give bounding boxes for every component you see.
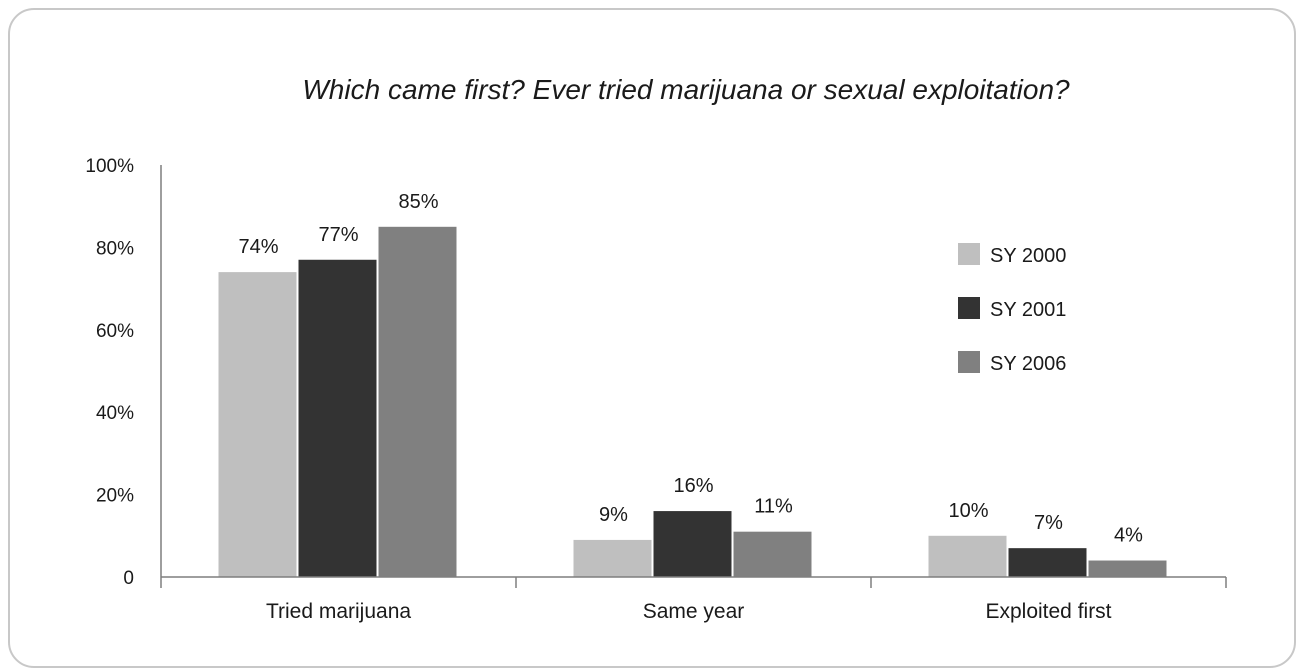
chart-title: Which came first? Ever tried marijuana o… [302, 74, 1070, 105]
y-axis-ticks: 0 20% 40% 60% 80% 100% [85, 156, 134, 589]
bar-chart: Which came first? Ever tried marijuana o… [85, 74, 1227, 623]
bar-sy-2000-same-year [573, 539, 652, 577]
y-tick-label: 40% [96, 403, 134, 424]
bar-sy-2001-tried-marijuana [298, 259, 377, 577]
bar-sy-2006-same-year [733, 531, 812, 577]
category-label: Same year [643, 600, 745, 623]
legend-label: SY 2001 [990, 299, 1066, 321]
bar-sy-2000-tried-marijuana [218, 272, 297, 577]
data-label: 10% [948, 500, 988, 522]
data-label: 16% [673, 475, 713, 497]
legend: SY 2000 SY 2001 SY 2006 [958, 243, 1066, 375]
data-label: 7% [1034, 512, 1063, 534]
data-labels: 74% 77% 85% 9% 16% 11% 10% 7% 4% [238, 191, 1143, 547]
legend-swatch [958, 351, 980, 373]
data-label: 77% [318, 224, 358, 246]
data-label: 74% [238, 236, 278, 258]
category-label: Tried marijuana [266, 600, 411, 623]
bar-sy-2000-exploited-first [928, 535, 1007, 577]
data-label: 11% [754, 496, 793, 518]
y-tick-label: 0 [123, 568, 134, 589]
y-tick-label: 80% [96, 238, 134, 259]
bars [218, 226, 1167, 578]
axes [160, 165, 1227, 588]
bar-sy-2001-exploited-first [1008, 548, 1087, 577]
data-label: 85% [398, 191, 438, 213]
bar-sy-2006-exploited-first [1088, 560, 1167, 577]
data-label: 4% [1114, 525, 1143, 547]
bar-sy-2006-tried-marijuana [378, 226, 457, 578]
legend-swatch [958, 297, 980, 319]
data-label: 9% [599, 504, 628, 526]
y-tick-label: 60% [96, 321, 134, 342]
bar-sy-2001-same-year [653, 511, 732, 577]
legend-label: SY 2006 [990, 353, 1066, 375]
legend-swatch [958, 243, 980, 265]
y-tick-label: 100% [85, 156, 134, 177]
category-label: Exploited first [985, 600, 1111, 623]
legend-label: SY 2000 [990, 245, 1066, 267]
category-labels: Tried marijuana Same year Exploited first [266, 600, 1112, 623]
y-tick-label: 20% [96, 486, 134, 507]
